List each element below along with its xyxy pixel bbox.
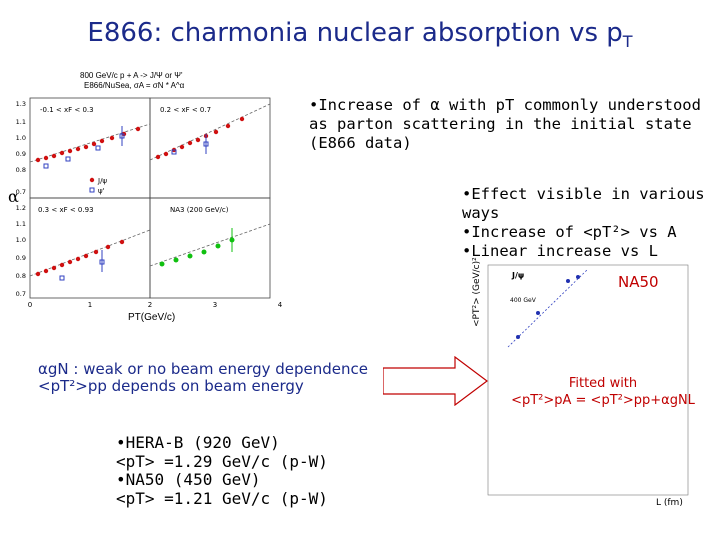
pt-axis-label: PT(GeV/c) [128, 312, 175, 323]
bullet-alpha-increase: •Increase of α with pT commonly understo… [309, 96, 701, 152]
legend-jpsi: J/ψ [97, 177, 107, 185]
beam-energy-line1: αgN : weak or no beam energy dependence [38, 360, 369, 378]
pt2-energy: 400 GeV [510, 297, 537, 304]
bullet-effect-visible: •Effect visible in various ways [462, 185, 705, 222]
psi-prime-points [43, 126, 209, 281]
mean-pt-bullets: •HERA-B (920 GeV) <pT> =1.29 GeV/c (p-W)… [116, 433, 376, 508]
svg-text:0: 0 [28, 301, 32, 309]
legend-jpsi-marker [89, 177, 95, 183]
panel-1-label: -0.1 < xF < 0.3 [40, 106, 94, 114]
legend-psi-marker [89, 187, 95, 193]
jpsi-points-panel2 [155, 116, 245, 160]
panel-2-label: 0.2 < xF < 0.7 [160, 106, 211, 114]
bullet-pt2-vs-a: •Increase of <pT²> vs A [462, 223, 677, 241]
pt2-plot-frame [487, 264, 689, 496]
panel-4-frame [149, 197, 271, 299]
x-ticks: 0 1 2 3 4 [28, 301, 283, 309]
legend-psi: ψ' [98, 187, 105, 195]
svg-text:1.3: 1.3 [16, 100, 26, 108]
svg-text:0.9: 0.9 [16, 150, 26, 158]
fit-formula: Fitted with <pT²>pA = <pT²>pp+αgNL [498, 375, 708, 409]
beam-energy-note: αgN : weak or no beam energy dependence … [38, 361, 388, 395]
pt2-xlabel: L (fm) [656, 498, 683, 508]
panel-2-guide [149, 103, 271, 161]
svg-text:0.8: 0.8 [16, 166, 26, 174]
panel-4-guide [149, 223, 271, 267]
pt2-ylabel: <PT²> (GeV/c)² [472, 257, 482, 327]
pt2-data-points [516, 275, 580, 339]
na3-points [159, 228, 235, 267]
plot-header-2: E866/NuSea, σA = σN * A^α [84, 81, 185, 90]
beam-energy-line2: <pT²>pp depends on beam energy [38, 377, 304, 395]
jpsi-points-panel1 [35, 126, 141, 163]
svg-text:2: 2 [148, 301, 152, 309]
na50-title: •NA50 (450 GeV) [116, 470, 261, 489]
panel-3-guide [29, 229, 151, 277]
na50-value: <pT> =1.21 GeV/c (p-W) [116, 488, 328, 508]
svg-text:3: 3 [213, 301, 217, 309]
svg-text:0.8: 0.8 [16, 272, 26, 280]
svg-text:0.9: 0.9 [16, 254, 26, 262]
na50-label: NA50 [618, 273, 659, 291]
plot-header-1: 800 GeV/c p + A -> J/Ψ or Ψ' [80, 71, 183, 80]
pt2-vs-l-plot: J/ψ 400 GeV <PT²> (GeV/c)² L (fm) [472, 257, 689, 508]
panel-4-label: NA3 (200 GeV/c) [170, 206, 229, 214]
svg-text:1.2: 1.2 [16, 204, 26, 212]
panel-1-guide [29, 123, 151, 163]
fit-formula-line1: Fitted with [568, 376, 638, 391]
alpha-vs-pt-plot: 800 GeV/c p + A -> J/Ψ or Ψ' E866/NuSea,… [8, 71, 283, 323]
hera-b-title: •HERA-B (920 GeV) [116, 433, 280, 452]
y-ticks-bottom: 1.2 1.1 1.0 0.9 0.8 0.7 [16, 204, 26, 298]
svg-text:0.7: 0.7 [16, 188, 26, 196]
svg-text:0.7: 0.7 [16, 290, 26, 298]
slide-title: E866: charmonia nuclear absorption vs pT [87, 18, 633, 52]
svg-text:1.0: 1.0 [16, 236, 26, 244]
svg-text:1.0: 1.0 [16, 134, 26, 142]
svg-text:1.1: 1.1 [16, 118, 26, 126]
alpha-axis-label: α [8, 187, 19, 206]
y-ticks-top: 1.3 1.1 1.0 0.9 0.8 0.7 [16, 100, 26, 196]
pt2-legend: J/ψ [511, 271, 524, 280]
pt2-fit-line [507, 268, 589, 348]
jpsi-points-panel3 [35, 239, 125, 277]
svg-text:1.1: 1.1 [16, 220, 26, 228]
bullet-linear-vs-l: •Linear increase vs L [462, 242, 658, 260]
svg-text:1: 1 [88, 301, 92, 309]
svg-text:4: 4 [278, 301, 283, 309]
hera-b-value: <pT> =1.29 GeV/c (p-W) [116, 451, 328, 471]
panel-3-label: 0.3 < xF < 0.93 [38, 206, 94, 214]
arrow-right [383, 356, 488, 406]
bullets-effects: •Effect visible in various ways •Increas… [462, 185, 717, 261]
fit-formula-line2: <pT²>pA = <pT²>pp+αgNL [511, 393, 695, 408]
